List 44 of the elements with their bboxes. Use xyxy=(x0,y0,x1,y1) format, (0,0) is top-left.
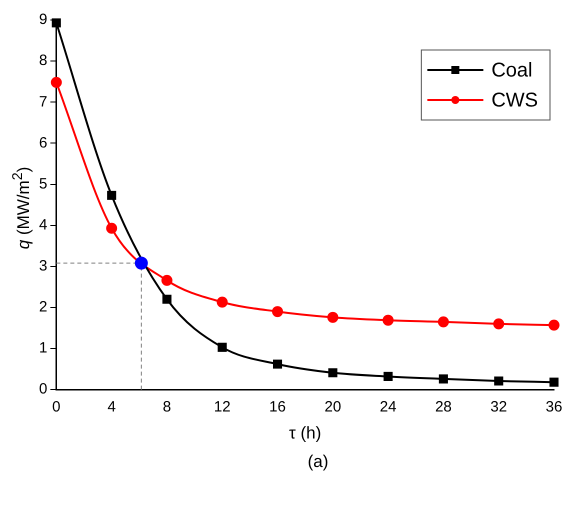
y-tick-label: 5 xyxy=(39,175,48,192)
point xyxy=(438,374,448,384)
point xyxy=(327,312,338,323)
point xyxy=(218,342,227,352)
point xyxy=(161,274,172,286)
x-tick-label: 28 xyxy=(435,398,452,416)
point xyxy=(162,294,172,304)
y-tick-label: 6 xyxy=(39,134,48,152)
y-tick-label: 8 xyxy=(39,52,48,70)
point xyxy=(438,316,449,328)
point xyxy=(107,190,116,200)
point xyxy=(50,76,62,88)
point xyxy=(134,256,148,270)
point xyxy=(272,360,282,369)
x-tick-label: 20 xyxy=(324,398,342,416)
y-tick-label: 0 xyxy=(39,380,48,398)
point xyxy=(272,306,284,318)
x-tick-label: 4 xyxy=(107,398,116,416)
x-tick-label: 16 xyxy=(269,398,286,416)
legend-label: CWS xyxy=(491,90,538,112)
x-tick-label: 8 xyxy=(162,398,172,416)
y-tick-label: 7 xyxy=(39,93,48,110)
x-tick-label: 36 xyxy=(546,398,562,416)
x-tick-label: 12 xyxy=(214,398,231,416)
x-tick-label: 32 xyxy=(490,398,508,416)
point xyxy=(493,318,504,330)
legend-label: Coal xyxy=(491,60,532,82)
point xyxy=(384,372,393,381)
y-tick-label: 9 xyxy=(39,11,48,28)
y-tick-label: 2 xyxy=(39,298,48,316)
point xyxy=(549,378,559,387)
y-tick-label: 4 xyxy=(39,216,48,234)
x-tick-label: 24 xyxy=(380,398,396,416)
text: (a) xyxy=(306,452,330,472)
point xyxy=(216,296,228,308)
point xyxy=(494,376,504,386)
point xyxy=(382,314,394,326)
x-tick-label: 0 xyxy=(52,398,61,416)
point xyxy=(548,320,560,331)
point xyxy=(106,222,118,234)
x-axis-title: τ (h) xyxy=(289,423,322,442)
y-tick-label: 3 xyxy=(39,258,48,275)
y-tick-label: 1 xyxy=(39,340,48,357)
point xyxy=(328,368,338,378)
